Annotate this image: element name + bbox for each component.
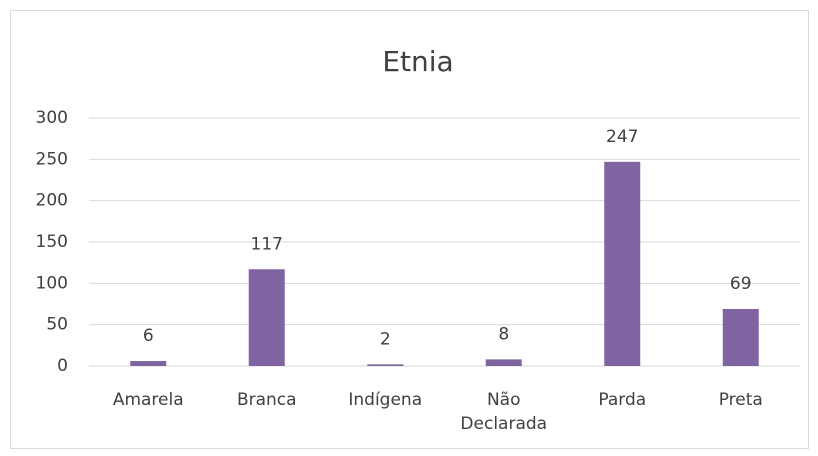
bar (248, 269, 285, 366)
value-label: 117 (251, 234, 283, 254)
bar (367, 364, 404, 366)
chart-border (10, 10, 809, 449)
y-tick-label: 150 (36, 232, 68, 252)
bar (130, 361, 167, 366)
value-label: 247 (606, 127, 638, 147)
value-label: 6 (143, 326, 154, 346)
y-tick-label: 50 (46, 315, 68, 335)
value-label: 2 (380, 329, 391, 349)
y-tick-label: 100 (36, 273, 68, 293)
bar (722, 308, 759, 366)
x-tick-label: Indígena (348, 390, 423, 410)
chart-title: Etnia (382, 45, 453, 78)
y-tick-label: 200 (36, 191, 68, 211)
y-tick-label: 250 (36, 149, 68, 169)
x-tick-label: Parda (598, 390, 647, 410)
y-tick-label: 300 (36, 108, 68, 128)
x-tick-label: Branca (236, 390, 297, 410)
x-tick-label: Preta (718, 390, 763, 410)
bar (604, 161, 641, 366)
value-label: 8 (498, 324, 509, 344)
y-tick-label: 0 (57, 356, 68, 376)
x-tick-label: Amarela (112, 390, 184, 410)
x-tick-label: Não Declarada (460, 390, 548, 434)
value-label: 69 (730, 274, 752, 294)
bar (485, 359, 522, 366)
